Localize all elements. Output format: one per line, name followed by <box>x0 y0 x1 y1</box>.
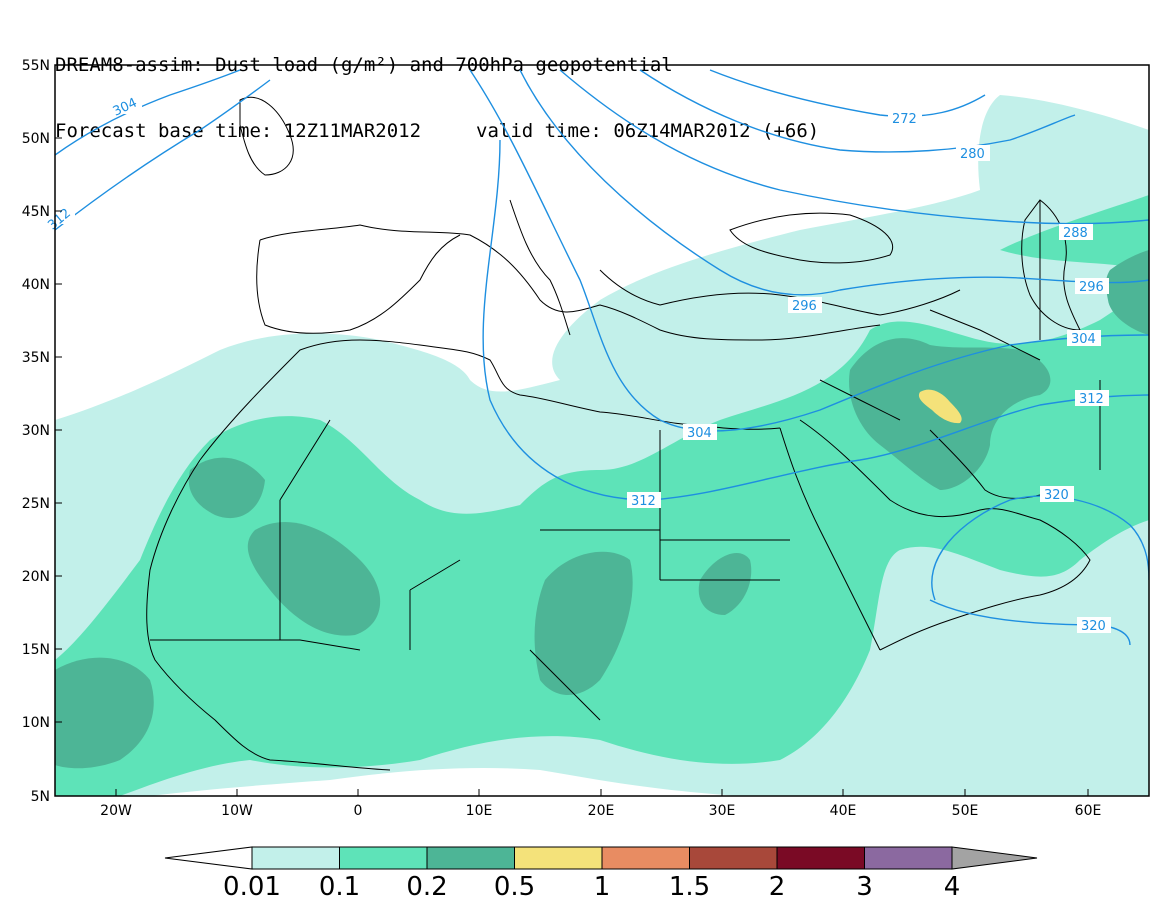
colorbar-swatch <box>601 846 690 870</box>
contour-label: 296 <box>1079 280 1104 295</box>
contour-line-272 <box>709 69 986 117</box>
colorbar-label: 3 <box>856 872 873 902</box>
valid-time: valid time: 06Z14MAR2012 (+66) <box>476 120 820 142</box>
coastline-africa-north <box>199 339 781 461</box>
border-middleeast <box>819 200 1101 470</box>
dust-region-high-libya <box>534 551 633 695</box>
lon-axis <box>115 789 1089 796</box>
contour-label: 312 <box>631 494 656 509</box>
border-africa-1 <box>279 419 790 640</box>
lon-label: 10W <box>221 803 253 819</box>
contour-line-280 <box>639 69 1076 153</box>
lat-labels: 55N 50N 45N 40N 35N 30N 25N 20N 15N 10N … <box>22 58 50 805</box>
lat-label: 10N <box>22 715 50 731</box>
colorbar-label: 1.5 <box>669 872 710 902</box>
coastline-italy <box>509 199 571 336</box>
colorbar: 0.01 0.1 0.2 0.5 1 1.5 2 3 4 <box>164 846 1038 902</box>
contour-label-layer: 304 312 272 280 288 296 296 304 304 312 … <box>45 96 1111 634</box>
contour-label: 296 <box>792 299 817 314</box>
colorbar-label: 1 <box>594 872 611 902</box>
contour-line-304-west <box>55 69 241 156</box>
lon-label: 40E <box>830 803 857 819</box>
coastline-europe <box>259 224 881 341</box>
lat-label: 35N <box>22 350 50 366</box>
contour-label: 320 <box>1081 619 1106 634</box>
contour-label: 272 <box>892 112 917 127</box>
lon-label: 20E <box>588 803 615 819</box>
lat-label: 45N <box>22 204 50 220</box>
lat-label: 40N <box>22 277 50 293</box>
lon-label: 50E <box>952 803 979 819</box>
dust-region-peak <box>918 389 962 424</box>
colorbar-swatch <box>864 846 953 870</box>
lon-label: 10E <box>466 803 493 819</box>
coastline-greece-turkey <box>599 269 961 316</box>
lat-label: 20N <box>22 569 50 585</box>
dust-region-high-sahara <box>247 521 381 636</box>
colorbar-label: 0.1 <box>319 872 360 902</box>
coastline-arabia <box>799 419 1091 651</box>
lat-label: 30N <box>22 423 50 439</box>
dust-region-high-southwest <box>55 657 154 769</box>
lat-label: 15N <box>22 642 50 658</box>
contour-label: 312 <box>1079 392 1104 407</box>
lon-label: 20W <box>100 803 132 819</box>
contour-label: 280 <box>960 147 985 162</box>
dust-region-high-sudan <box>698 552 752 615</box>
coastline-uk <box>239 97 294 176</box>
lon-labels: 20W 10W 0 10E 20E 30E 40E 50E 60E <box>100 803 1101 819</box>
contour-label: 304 <box>1071 332 1096 347</box>
lon-label: 30E <box>709 803 736 819</box>
title-line-2: Forecast base time: 12Z11MAR2012 valid ti… <box>55 120 819 142</box>
colorbar-label: 2 <box>769 872 786 902</box>
colorbar-swatch <box>689 846 778 870</box>
colorbar-arrow-left <box>164 846 253 870</box>
colorbar-swatch <box>426 846 515 870</box>
contour-line-320-south <box>929 599 1131 646</box>
colorbar-label: 0.2 <box>406 872 447 902</box>
contour-label: 320 <box>1044 488 1069 503</box>
lat-label: 5N <box>31 789 50 805</box>
coastline-blacksea <box>729 212 893 264</box>
lat-label: 25N <box>22 496 50 512</box>
colorbar-label: 4 <box>944 872 961 902</box>
contour-line-312-west <box>55 79 271 231</box>
dust-fill-layer <box>55 95 1149 796</box>
lon-label: 60E <box>1075 803 1102 819</box>
contour-line-312 <box>482 139 1149 501</box>
lat-label: 55N <box>22 58 50 74</box>
contour-label: 288 <box>1063 226 1088 241</box>
coastline-iberia <box>256 234 461 334</box>
coastline-redsea <box>779 427 881 651</box>
colorbar-swatch <box>776 846 865 870</box>
base-time: Forecast base time: 12Z11MAR2012 <box>55 120 422 142</box>
border-africa-2 <box>150 579 780 721</box>
dust-region-high-west <box>188 457 265 519</box>
contour-label: 304 <box>687 426 712 441</box>
lat-axis <box>55 64 62 797</box>
lat-label: 50N <box>22 131 50 147</box>
lon-label: 0 <box>354 803 363 819</box>
colorbar-arrow-right <box>951 846 1038 870</box>
colorbar-swatch <box>339 846 428 870</box>
colorbar-label: 0.5 <box>494 872 535 902</box>
dust-region-high-caspian <box>1105 250 1149 335</box>
colorbar-swatch <box>251 846 340 870</box>
colorbar-swatch <box>514 846 603 870</box>
coastline-caspian <box>1021 199 1081 331</box>
colorbar-label: 0.01 <box>223 872 281 902</box>
contour-line-288 <box>559 69 1149 225</box>
coastline-africa-west <box>146 459 391 771</box>
contour-line-296 <box>519 69 1149 296</box>
